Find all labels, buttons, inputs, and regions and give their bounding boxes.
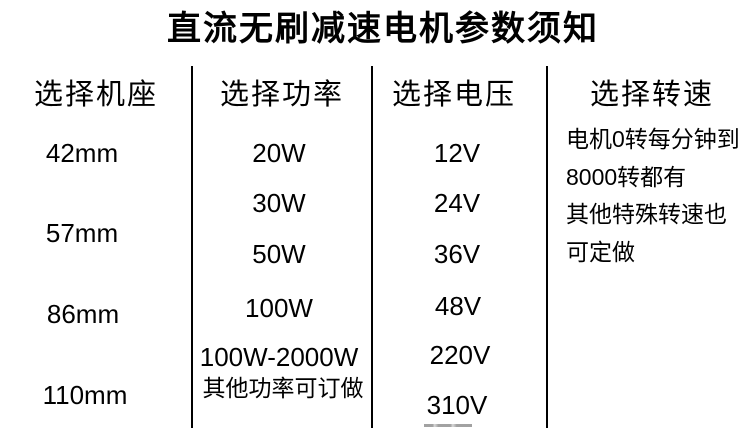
speed-note-line-3: 其他特殊转速也 [566, 201, 727, 228]
power-item-30w: 30W [252, 188, 306, 218]
column-divider-3 [546, 66, 548, 428]
column-header-frame-size: 选择机座 [33, 79, 159, 111]
column-divider-1 [191, 66, 193, 428]
speed-note-line-4: 可定做 [566, 238, 635, 265]
bottom-cropped-text-artifact [424, 424, 472, 427]
power-item-100w: 100W [245, 293, 313, 323]
power-item-20w: 20W [252, 138, 306, 168]
speed-note-block: 电机0转每分钟到 8000转都有 其他特殊转速也 可定做 [566, 121, 740, 271]
frame-size-item-57mm: 57mm [45, 218, 119, 248]
page-title: 直流无刷减速电机参数须知 [167, 10, 599, 48]
voltage-item-48v: 48V [434, 291, 482, 321]
voltage-item-12v: 12V [433, 138, 481, 168]
frame-size-item-110mm: 110mm [42, 380, 128, 410]
voltage-item-310v: 310V [426, 390, 488, 420]
column-header-speed: 选择转速 [589, 79, 715, 111]
voltage-item-36v: 36V [433, 239, 481, 269]
column-header-voltage: 选择电压 [391, 79, 517, 111]
column-divider-2 [371, 66, 373, 428]
voltage-item-24v: 24V [433, 188, 481, 218]
speed-note-line-2: 8000转都有 [566, 163, 687, 190]
power-item-50w: 50W [252, 239, 306, 269]
power-custom-range: 100W-2000W [199, 342, 359, 372]
column-header-power: 选择功率 [219, 79, 345, 111]
speed-note-line-1: 电机0转每分钟到 [566, 126, 740, 152]
frame-size-item-42mm: 42mm [45, 138, 119, 168]
frame-size-item-86mm: 86mm [46, 299, 120, 329]
voltage-item-220v: 220V [429, 340, 491, 370]
power-custom-note: 其他功率可订做 [202, 375, 364, 401]
